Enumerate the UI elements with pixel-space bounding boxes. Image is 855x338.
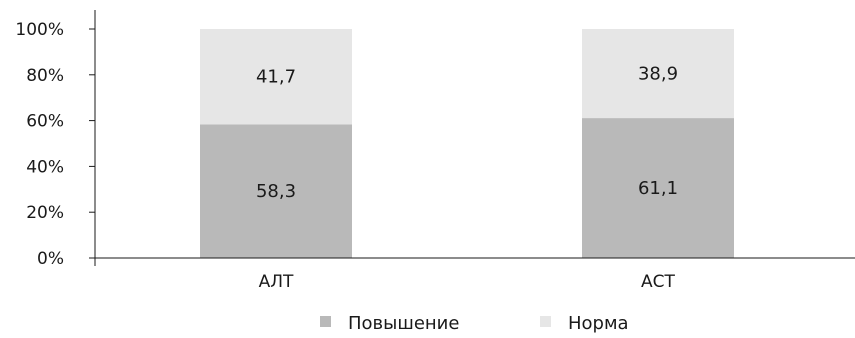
x-axis: АЛТ АСТ: [89, 257, 855, 292]
y-tick-label: 40%: [26, 157, 64, 177]
legend-label: Повышение: [348, 313, 459, 333]
legend: Повышение Норма: [320, 313, 629, 334]
data-label: 41,7: [256, 67, 296, 88]
data-label: 61,1: [638, 178, 678, 199]
data-label: 58,3: [256, 181, 296, 202]
bars: 58,3 41,7 61,1 38,9: [200, 29, 734, 259]
bar-segment: [200, 29, 352, 125]
y-axis: 0% 20% 40% 60% 80% 100%: [15, 10, 96, 269]
y-tick-label: 80%: [26, 66, 64, 86]
y-tick-label: 100%: [15, 20, 64, 40]
y-tick-label: 0%: [37, 249, 64, 269]
x-tick-label: АЛТ: [259, 272, 294, 292]
bar-segment: [200, 124, 352, 258]
bar-segment: [582, 118, 734, 259]
data-label: 38,9: [638, 64, 678, 85]
x-tick-label: АСТ: [641, 272, 675, 292]
legend-swatch: [540, 316, 551, 327]
legend-label: Норма: [568, 313, 629, 333]
y-tick-label: 20%: [26, 203, 64, 223]
y-tick-label: 60%: [26, 112, 64, 132]
legend-swatch: [320, 316, 331, 327]
bar-segment: [582, 29, 734, 119]
